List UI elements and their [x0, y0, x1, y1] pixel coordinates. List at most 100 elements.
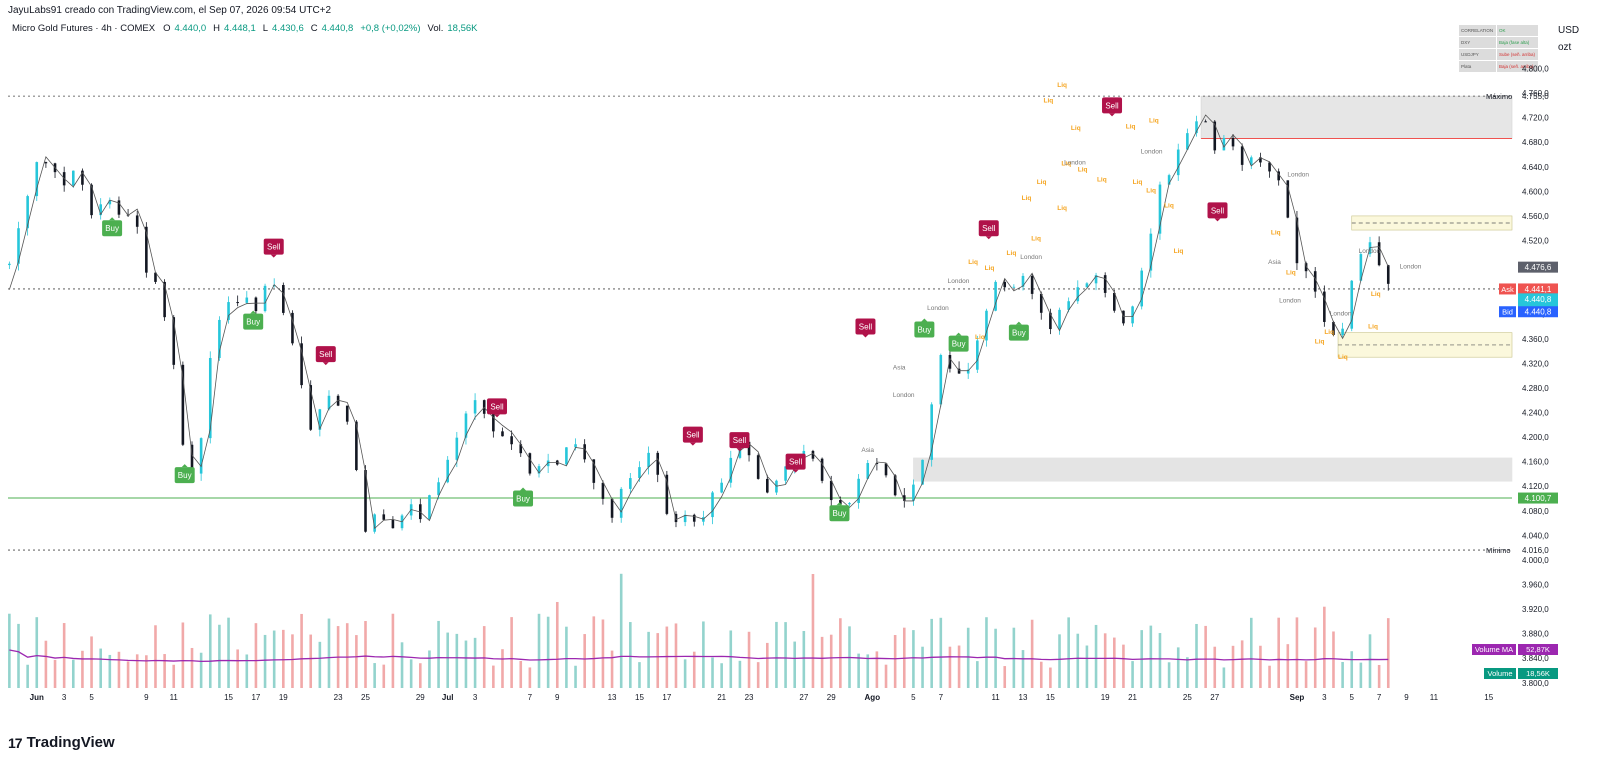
candle[interactable] — [1359, 254, 1363, 281]
candle[interactable] — [291, 312, 294, 344]
candle[interactable] — [866, 463, 870, 479]
candle[interactable] — [1350, 280, 1354, 329]
candle[interactable] — [1094, 275, 1098, 284]
candle[interactable] — [181, 364, 185, 445]
candle[interactable] — [208, 357, 212, 439]
candle[interactable] — [720, 482, 723, 493]
candle[interactable] — [1039, 293, 1043, 313]
candle[interactable] — [71, 170, 75, 186]
candle[interactable] — [227, 302, 230, 320]
candle[interactable] — [985, 310, 988, 341]
candle[interactable] — [26, 196, 29, 229]
candle[interactable] — [683, 514, 687, 523]
candle[interactable] — [729, 457, 733, 483]
candle[interactable] — [1158, 184, 1162, 234]
candle[interactable] — [1231, 137, 1235, 147]
sell-signal[interactable]: Sell — [1102, 97, 1123, 117]
candle[interactable] — [99, 204, 102, 216]
buy-signal[interactable]: Buy — [174, 464, 195, 484]
candle[interactable] — [784, 466, 787, 481]
candle[interactable] — [939, 355, 943, 405]
candle[interactable] — [172, 317, 176, 365]
candle[interactable] — [254, 297, 258, 312]
candle[interactable] — [610, 498, 614, 518]
candle[interactable] — [1058, 309, 1061, 330]
candle[interactable] — [629, 478, 632, 489]
candle[interactable] — [692, 514, 696, 522]
candle[interactable] — [592, 459, 596, 483]
candle[interactable] — [154, 272, 157, 282]
candle[interactable] — [766, 478, 769, 493]
sell-signal[interactable]: Sell — [855, 318, 876, 338]
candle[interactable] — [1295, 217, 1299, 264]
candle[interactable] — [145, 226, 148, 273]
axis-unit[interactable]: ozt — [1558, 42, 1572, 53]
candle[interactable] — [236, 302, 239, 304]
candle[interactable] — [875, 463, 879, 465]
candle[interactable] — [829, 480, 833, 501]
candle[interactable] — [619, 488, 623, 518]
candle[interactable] — [565, 447, 568, 465]
sell-signal[interactable]: Sell — [315, 346, 336, 366]
candle[interactable] — [1240, 146, 1244, 165]
candle[interactable] — [190, 444, 194, 474]
candle[interactable] — [966, 369, 970, 374]
candle[interactable] — [345, 405, 349, 422]
candle[interactable] — [711, 492, 714, 518]
candle[interactable] — [1286, 180, 1290, 218]
candle[interactable] — [373, 514, 376, 532]
candle[interactable] — [1222, 137, 1226, 151]
candle[interactable] — [1249, 157, 1253, 165]
candle[interactable] — [775, 480, 778, 493]
candle[interactable] — [1021, 275, 1025, 287]
candle[interactable] — [921, 459, 924, 485]
candle[interactable] — [583, 444, 586, 460]
candle[interactable] — [1176, 149, 1180, 176]
buy-signal[interactable]: Buy — [948, 332, 969, 352]
candle[interactable] — [446, 459, 449, 483]
candle[interactable] — [1167, 175, 1171, 185]
sell-signal[interactable]: Sell — [729, 432, 750, 452]
candle[interactable] — [528, 453, 532, 474]
candle[interactable] — [1277, 171, 1280, 181]
candle[interactable] — [327, 395, 331, 410]
candle[interactable] — [1341, 328, 1344, 335]
candle[interactable] — [455, 437, 459, 460]
candle[interactable] — [1386, 265, 1390, 284]
candle[interactable] — [912, 484, 915, 501]
candle[interactable] — [948, 355, 952, 369]
candle[interactable] — [309, 385, 313, 430]
buy-signal[interactable]: Buy — [914, 318, 935, 338]
candle[interactable] — [492, 413, 495, 432]
candle[interactable] — [245, 297, 249, 303]
candle[interactable] — [957, 368, 961, 374]
candle[interactable] — [391, 519, 395, 529]
signals-layer[interactable]: Buy Sell Buy Sell Buy Sell Buy Sell Sell Sell Buy S… — [102, 97, 1228, 522]
candle[interactable] — [574, 444, 577, 448]
candle[interactable] — [665, 474, 669, 514]
candle[interactable] — [510, 436, 513, 445]
axis-currency[interactable]: USD — [1558, 25, 1580, 36]
candle[interactable] — [638, 467, 641, 479]
sell-signal[interactable]: Sell — [1207, 202, 1228, 222]
candle[interactable] — [263, 285, 267, 312]
candle[interactable] — [382, 514, 386, 520]
candle[interactable] — [893, 475, 897, 496]
candle[interactable] — [1204, 121, 1207, 123]
candle[interactable] — [364, 469, 367, 532]
candle[interactable] — [17, 228, 20, 264]
candle[interactable] — [1259, 157, 1262, 163]
candle[interactable] — [656, 452, 660, 475]
candle[interactable] — [839, 500, 842, 505]
candle[interactable] — [1085, 283, 1089, 288]
candle[interactable] — [1313, 271, 1317, 292]
candle[interactable] — [519, 444, 523, 454]
candle[interactable] — [1149, 233, 1153, 271]
candle[interactable] — [1076, 287, 1080, 302]
candle[interactable] — [437, 482, 440, 496]
candle[interactable] — [902, 495, 906, 501]
candle[interactable] — [1067, 301, 1070, 310]
buy-signal[interactable]: Buy — [102, 217, 123, 237]
candle[interactable] — [81, 170, 84, 185]
